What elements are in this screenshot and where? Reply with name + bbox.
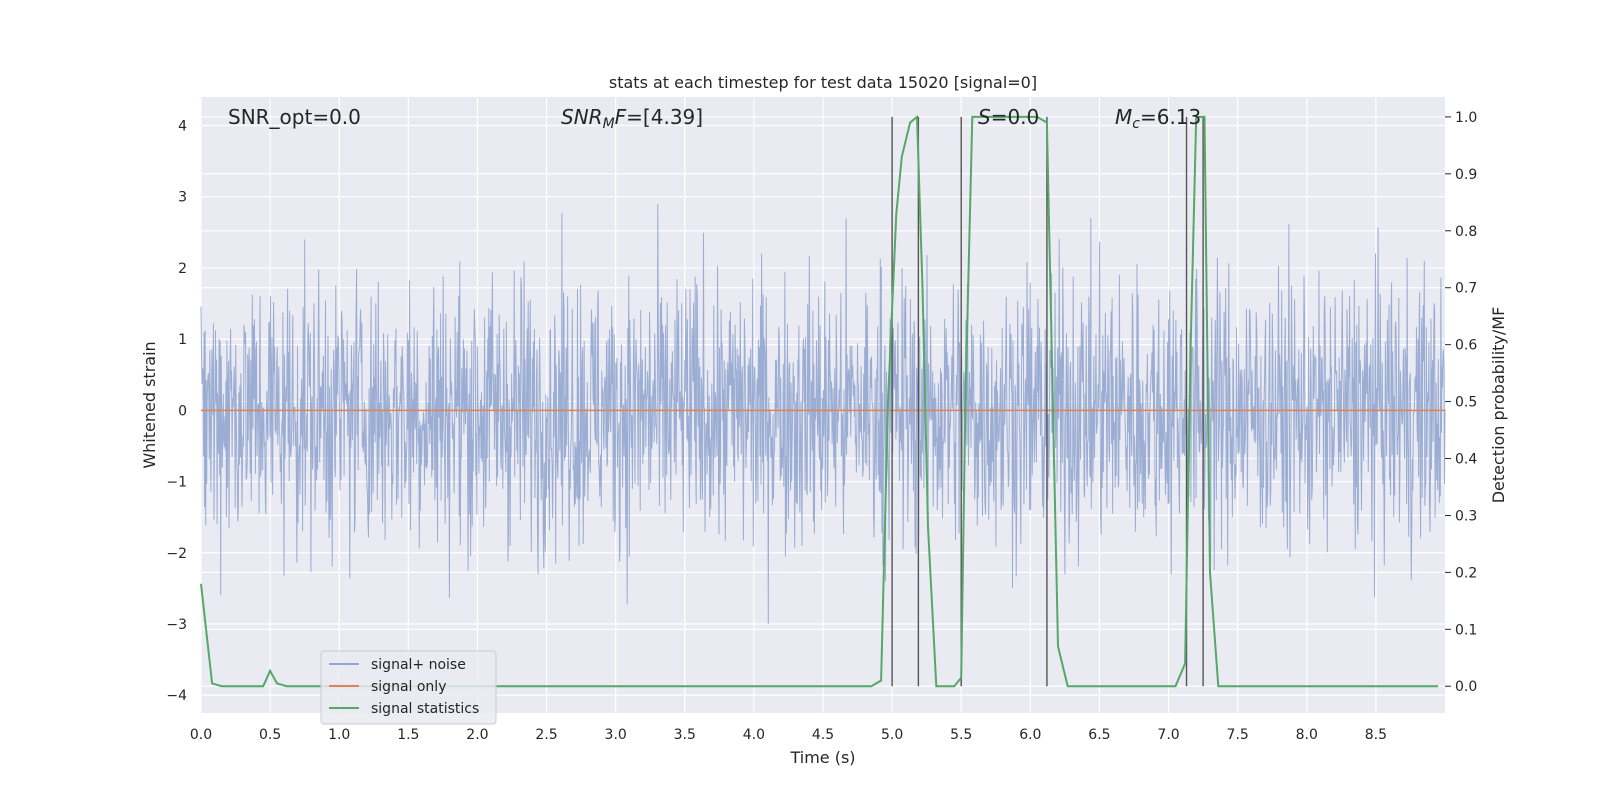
annotation-s: S=0.0 [978,105,1039,129]
x-tick-label: 2.5 [535,727,557,743]
y-tick-label: 2 [178,261,187,277]
x-tick-label: 7.0 [1157,727,1179,743]
legend-label-statistics: signal statistics [371,701,479,717]
y-axis-ticks: −4 −3 −2 −1 0 1 2 3 4 [166,118,187,704]
annotation-snr-mf: SNRMF=[4.39] [561,105,703,132]
y2-tick-label: 0.0 [1455,679,1477,695]
y-tick-label: 0 [178,403,187,419]
x-axis-label: Time (s) [789,748,855,767]
y-tick-label: 3 [178,190,187,206]
y-tick-label: 1 [178,332,187,348]
s-var: S [978,105,991,129]
x-tick-label: 0.5 [259,727,281,743]
annotation-mc: Mc=6.13 [1115,105,1201,132]
x-tick-label: 5.5 [950,727,972,743]
x-tick-label: 0.0 [190,727,212,743]
y2-axis-ticks: 0.0 0.1 0.2 0.3 0.4 0.5 0.6 0.7 0.8 0.9 1.0 [1445,110,1477,695]
mc-var: M [1115,105,1132,129]
y2-axis-label: Detection probability/MF [1489,307,1508,504]
s-value: =0.0 [991,105,1040,129]
snr-mf-value: =[4.39] [626,105,703,129]
legend-label-signal-only: signal only [371,679,446,695]
y2-tick-label: 0.4 [1455,452,1477,468]
y-tick-label: −4 [166,688,187,704]
y2-tick-label: 0.1 [1455,622,1477,638]
x-tick-label: 5.0 [881,727,903,743]
x-tick-label: 2.0 [466,727,488,743]
y-axis-label: Whitened strain [140,341,159,468]
noise-line [200,204,1446,625]
y2-tick-label: 0.6 [1455,338,1477,354]
noise-series [200,204,1446,625]
snr-mf-main: SNR [561,105,603,129]
x-tick-label: 1.0 [328,727,350,743]
y-tick-label: −1 [166,475,187,491]
snr-mf-sub: M [603,116,615,132]
x-tick-label: 6.0 [1019,727,1041,743]
x-axis-ticks: 0.0 0.5 1.0 1.5 2.0 2.5 3.0 3.5 4.0 4.5 5.0 5.5 6.0 6… [190,727,1387,743]
x-tick-label: 3.0 [605,727,627,743]
y2-tick-label: 0.5 [1455,395,1477,411]
x-tick-label: 6.5 [1088,727,1110,743]
x-tick-label: 8.5 [1365,727,1387,743]
chart-title: stats at each timestep for test data 150… [609,73,1037,92]
x-tick-label: 3.5 [674,727,696,743]
y2-tick-label: 0.2 [1455,565,1477,581]
y2-tick-label: 0.9 [1455,167,1477,183]
y2-tick-label: 0.3 [1455,508,1477,524]
y-tick-label: −2 [166,546,187,562]
snr-mf-f: F [615,105,627,129]
x-tick-label: 7.5 [1227,727,1249,743]
x-tick-label: 4.0 [743,727,765,743]
legend: signal+ noise signal only signal statist… [320,650,497,725]
x-tick-label: 8.0 [1296,727,1318,743]
signal-statistics-line [200,114,1439,688]
x-tick-label: 4.5 [812,727,834,743]
annotation-snr-opt: SNR_opt=0.0 [228,105,361,129]
y2-tick-label: 0.7 [1455,281,1477,297]
legend-box [320,650,497,725]
mc-sub: c [1132,116,1140,132]
y-tick-label: 4 [178,118,187,134]
signal-statistics-series [200,114,1439,688]
y-tick-label: −3 [166,617,187,633]
x-tick-label: 1.5 [397,727,419,743]
y2-tick-label: 0.8 [1455,224,1477,240]
y2-tick-label: 1.0 [1455,110,1477,126]
legend-label-noise: signal+ noise [371,657,466,673]
mc-value: =6.13 [1140,105,1201,129]
